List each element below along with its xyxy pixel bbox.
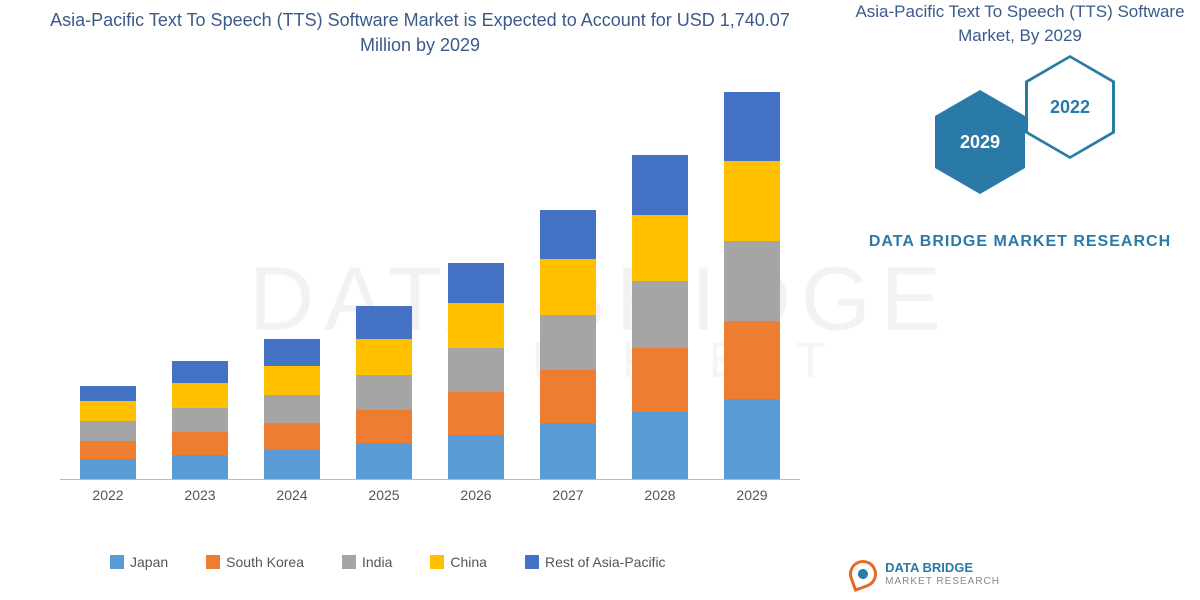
- right-panel: Asia-Pacific Text To Speech (TTS) Softwa…: [840, 0, 1200, 600]
- legend-label: Japan: [130, 554, 168, 570]
- bar-segment: [80, 441, 136, 459]
- x-axis-label: 2026: [448, 487, 504, 503]
- bar-segment: [724, 321, 780, 399]
- bar-segment: [80, 421, 136, 441]
- bar-segment: [356, 339, 412, 375]
- bar-segment: [724, 399, 780, 479]
- x-axis-label: 2025: [356, 487, 412, 503]
- legend-swatch: [342, 555, 356, 569]
- legend-swatch: [525, 555, 539, 569]
- x-axis-label: 2023: [172, 487, 228, 503]
- bar-segment: [448, 263, 504, 303]
- bar-segment: [540, 315, 596, 371]
- x-axis-label: 2024: [264, 487, 320, 503]
- legend-item: Japan: [110, 554, 168, 570]
- bar-segment: [172, 408, 228, 432]
- bar-segment: [172, 383, 228, 407]
- bar-segment: [448, 435, 504, 479]
- bar-segment: [448, 303, 504, 347]
- bar-segment: [632, 155, 688, 215]
- bar-segment: [80, 386, 136, 402]
- chart-area: 20222023202420252026202720282029 JapanSo…: [40, 80, 820, 510]
- bar-segment: [632, 281, 688, 348]
- legend-swatch: [430, 555, 444, 569]
- hex-year-2029: 2029: [935, 90, 1025, 194]
- right-title: Asia-Pacific Text To Speech (TTS) Softwa…: [840, 0, 1200, 48]
- legend-label: Rest of Asia-Pacific: [545, 554, 666, 570]
- legend-swatch: [206, 555, 220, 569]
- brand-text: DATA BRIDGE MARKET RESEARCH: [840, 230, 1200, 254]
- legend-item: China: [430, 554, 487, 570]
- bar-segment: [356, 306, 412, 339]
- hex-label: 2022: [1050, 97, 1090, 118]
- bar-segment: [540, 423, 596, 479]
- legend-label: India: [362, 554, 392, 570]
- legend-item: Rest of Asia-Pacific: [525, 554, 666, 570]
- bar-segment: [356, 375, 412, 411]
- bar-segment: [448, 348, 504, 392]
- bar-segment: [632, 348, 688, 412]
- bar-segment: [724, 92, 780, 161]
- bar-segment: [724, 241, 780, 321]
- x-axis-label: 2028: [632, 487, 688, 503]
- legend-swatch: [110, 555, 124, 569]
- bar-segment: [172, 361, 228, 383]
- bar-segment: [448, 392, 504, 434]
- bar-segment: [80, 401, 136, 421]
- bar-segment: [356, 443, 412, 479]
- x-axis-label: 2022: [80, 487, 136, 503]
- bar-segment: [80, 459, 136, 479]
- legend-label: South Korea: [226, 554, 304, 570]
- hex-year-2022: 2022: [1025, 55, 1115, 159]
- bar-segment: [264, 450, 320, 479]
- x-axis-label: 2029: [724, 487, 780, 503]
- legend: Japan South Korea India China Rest of Asia-P…: [110, 554, 830, 570]
- bar-segment: [540, 259, 596, 315]
- bar-segment: [172, 432, 228, 454]
- legend-item: South Korea: [206, 554, 304, 570]
- legend-label: China: [450, 554, 487, 570]
- x-axis-label: 2027: [540, 487, 596, 503]
- bar-segment: [540, 370, 596, 423]
- bar-segment: [264, 423, 320, 450]
- bar-segment: [540, 210, 596, 259]
- bar-segment: [264, 366, 320, 395]
- bar-segment: [264, 339, 320, 366]
- hex-label: 2029: [960, 132, 1000, 153]
- bar-segment: [724, 161, 780, 241]
- legend-item: India: [342, 554, 392, 570]
- bar-segment: [356, 410, 412, 443]
- bar-segment: [172, 455, 228, 479]
- bar-segment: [632, 412, 688, 479]
- chart-title: Asia-Pacific Text To Speech (TTS) Softwa…: [30, 8, 810, 58]
- plot-region: 20222023202420252026202720282029: [60, 80, 800, 480]
- bar-segment: [632, 215, 688, 282]
- bar-segment: [264, 395, 320, 424]
